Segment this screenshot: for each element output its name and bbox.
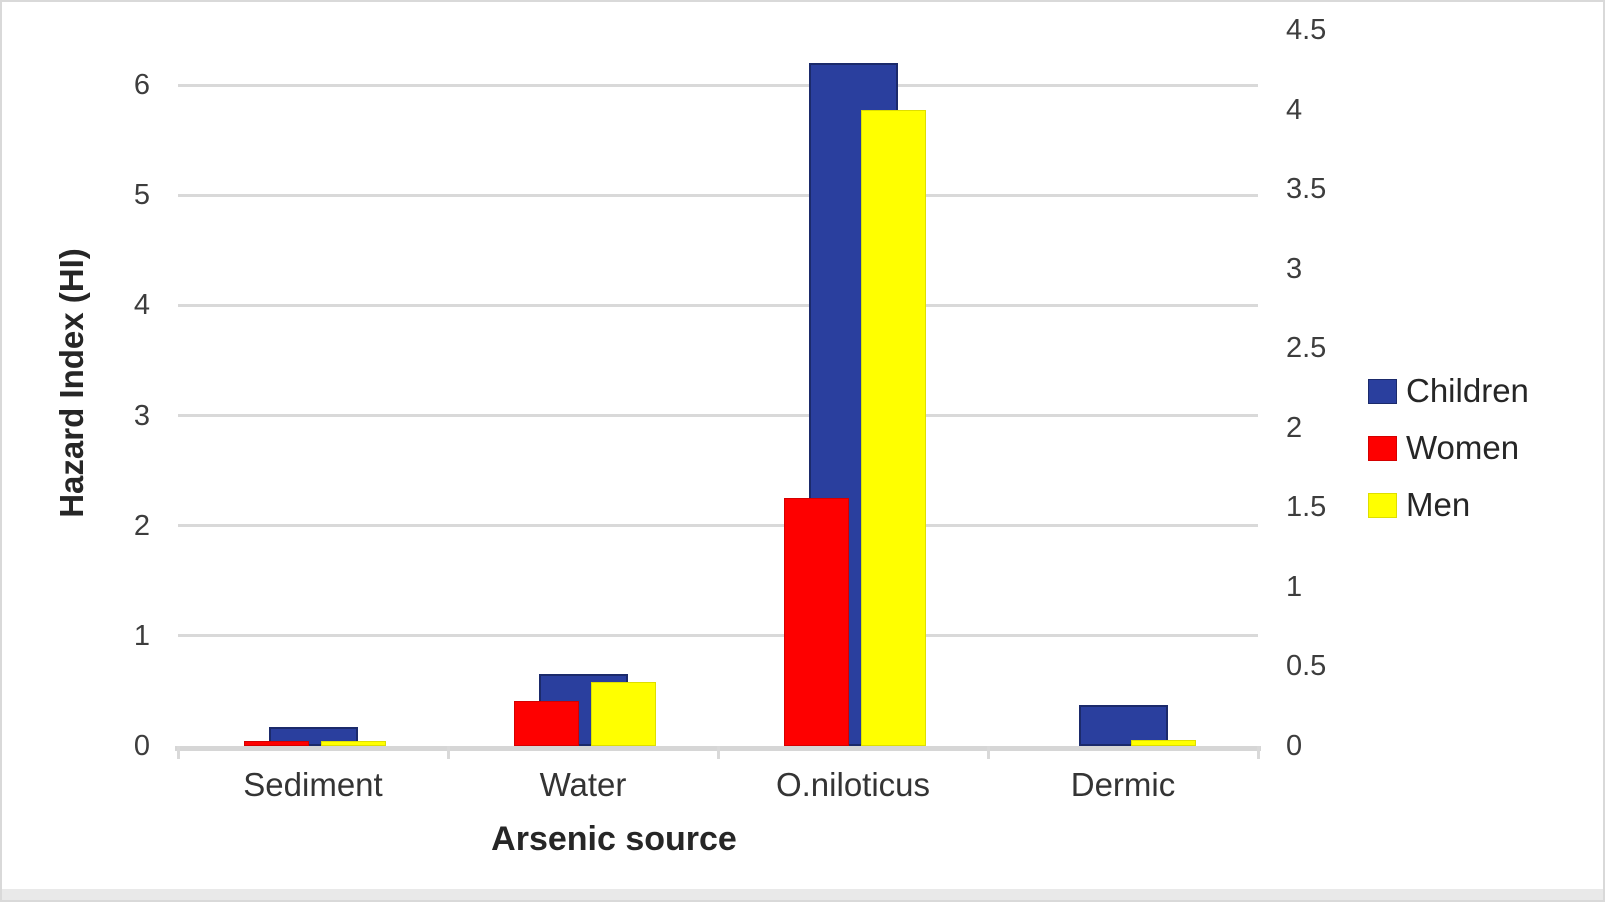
- gridline: [178, 83, 1258, 87]
- gridline: [178, 634, 1258, 638]
- bar-women-water: [514, 701, 579, 746]
- y-axis-tick-label: 6: [133, 69, 150, 102]
- secondary-y-axis-tick-label: 1: [1286, 570, 1303, 603]
- legend-label: Men: [1406, 486, 1471, 523]
- bar-men-oniloticus: [861, 110, 926, 746]
- x-axis-category-label: O.niloticus: [775, 766, 931, 803]
- x-axis-title: Arsenic source: [491, 820, 737, 858]
- x-axis-tick: [1256, 746, 1260, 759]
- legend: Children Women Men: [1368, 372, 1529, 524]
- secondary-y-axis-tick-label: 1.5: [1286, 491, 1327, 524]
- bar-men-water: [591, 682, 656, 746]
- x-axis-category-label: Water: [539, 766, 627, 803]
- x-axis-tick: [176, 746, 180, 759]
- legend-label: Women: [1406, 429, 1520, 466]
- y-axis-tick-label: 1: [133, 619, 150, 652]
- secondary-y-axis-tick-label: 0.5: [1286, 650, 1327, 683]
- gridline: [178, 414, 1258, 418]
- secondary-y-axis-tick-label: 4: [1286, 93, 1303, 126]
- bottom-border-strip: [2, 889, 1603, 900]
- legend-swatch-women: [1368, 435, 1397, 461]
- legend-swatch-children: [1368, 378, 1397, 404]
- bar-men-sediment: [321, 741, 386, 746]
- x-axis-category-label: Sediment: [243, 766, 383, 803]
- gridline: [178, 303, 1258, 307]
- legend-item-women: Women: [1368, 429, 1529, 467]
- bar-women-oniloticus: [784, 498, 849, 746]
- y-axis-tick-label: 4: [133, 289, 150, 322]
- secondary-y-axis-tick-label: 2: [1286, 411, 1303, 444]
- secondary-y-axis-tick-label: 2.5: [1286, 332, 1327, 365]
- secondary-y-axis-tick-label: 0: [1286, 730, 1303, 762]
- gridline: [178, 524, 1258, 528]
- x-axis-category-label: Dermic: [1070, 766, 1176, 803]
- y-axis-tick-label: 5: [133, 179, 150, 212]
- legend-swatch-men: [1368, 492, 1397, 518]
- legend-item-children: Children: [1368, 372, 1529, 410]
- bar-children-dermic: [1078, 705, 1168, 746]
- x-axis-tick: [986, 746, 990, 759]
- x-axis-tick: [446, 746, 450, 759]
- gridline: [178, 193, 1258, 197]
- x-axis-tick: [716, 746, 720, 759]
- y-axis-tick-label: 3: [133, 399, 150, 432]
- secondary-y-axis-tick-label: 4.5: [1286, 14, 1327, 46]
- y-axis-tick-label: 0: [133, 730, 150, 762]
- bar-women-sediment: [244, 741, 309, 746]
- secondary-y-axis-tick-label: 3: [1286, 252, 1303, 285]
- secondary-y-axis-tick-label: 3.5: [1286, 173, 1327, 206]
- bar-men-dermic: [1131, 740, 1196, 746]
- legend-label: Children: [1406, 372, 1529, 409]
- y-axis-tick-label: 2: [133, 509, 150, 542]
- legend-item-men: Men: [1368, 486, 1529, 524]
